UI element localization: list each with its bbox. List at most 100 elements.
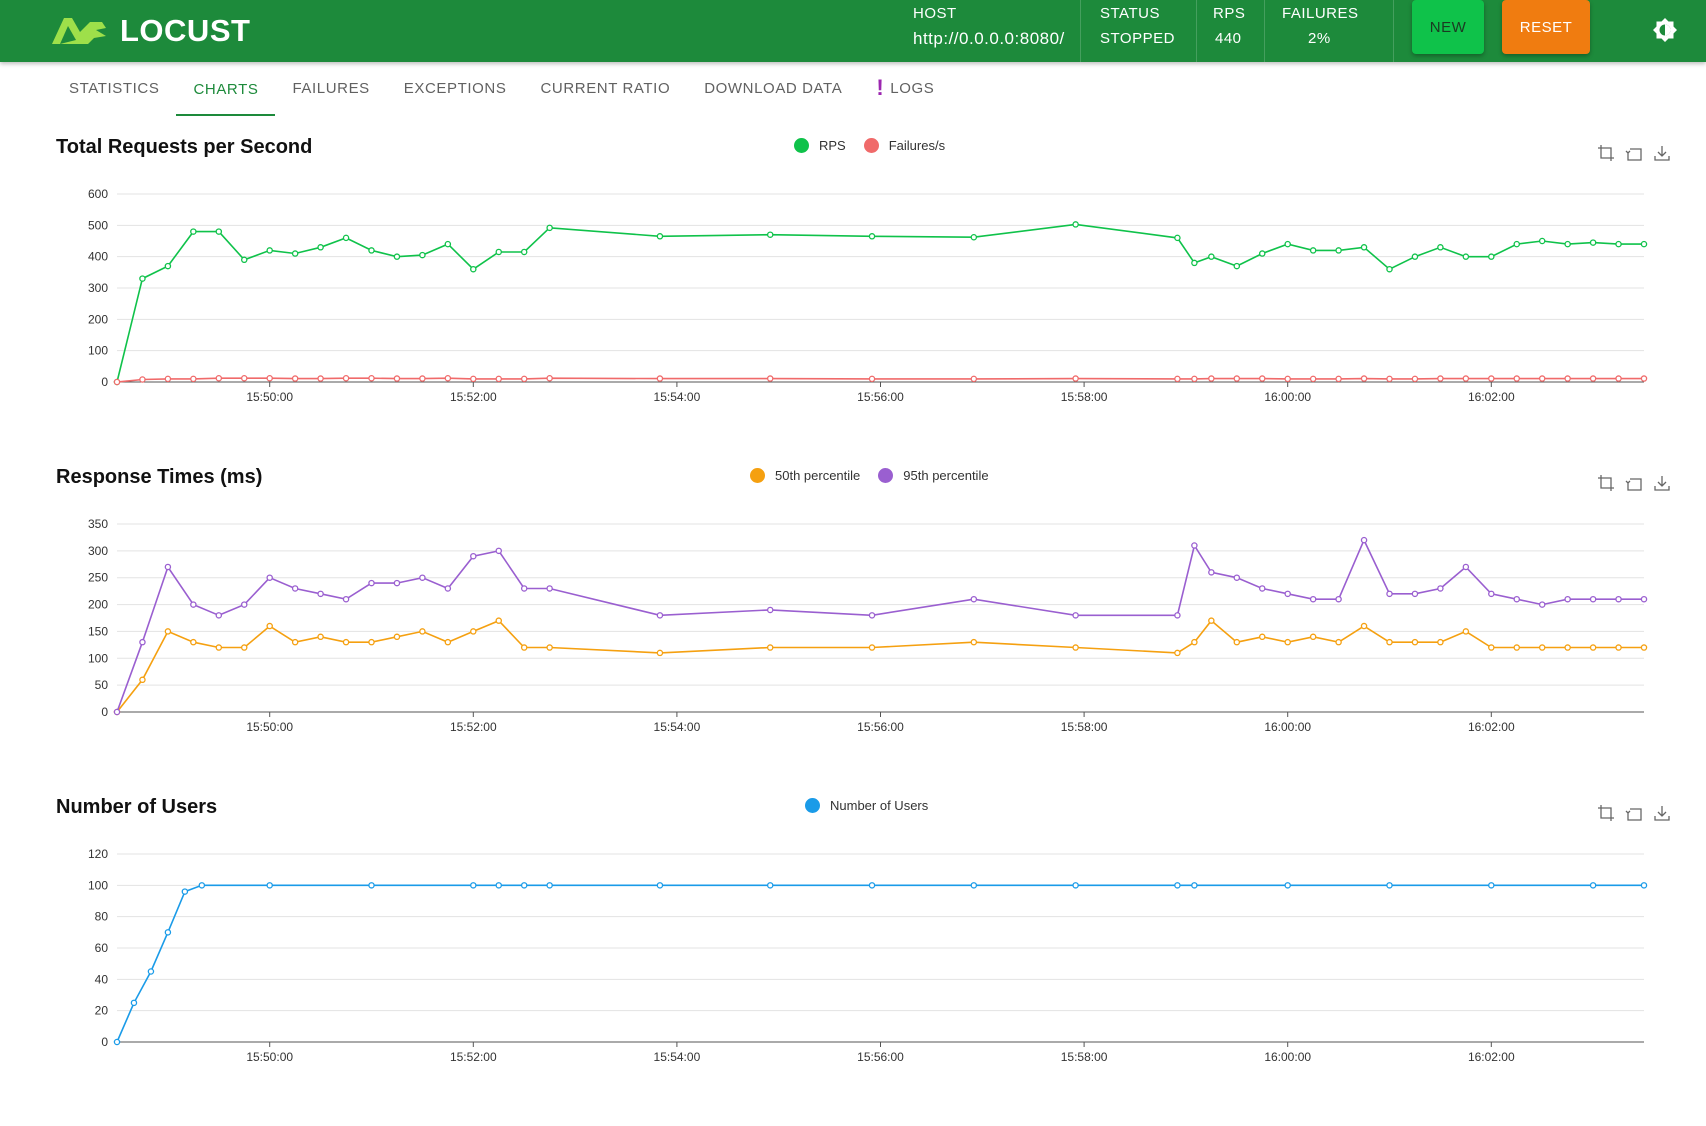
- users-line-chart[interactable]: 0 20 40 60 80 100 120 15:50:00 15:52:00 15:54:00 1…: [0, 836, 1706, 1126]
- data-point-number-of-users: [113, 1038, 121, 1046]
- data-point-95th-percentile: [1538, 601, 1546, 608]
- tab-exceptions[interactable]: EXCEPTIONS: [387, 62, 524, 114]
- data-point-50th-percentile: [1640, 644, 1648, 651]
- response-times-line-chart[interactable]: 0 50 100 150 200 250 300 350 15:50:00 15:52:00 15:…: [0, 506, 1706, 796]
- host-label: HOST: [913, 5, 957, 22]
- header-divider: [1393, 0, 1394, 62]
- legend-swatch: [794, 138, 809, 153]
- legend-item-p50[interactable]: 50th percentile: [750, 468, 860, 483]
- data-point-95th-percentile: [520, 585, 528, 592]
- series-line-95th-percentile: [116, 538, 1644, 713]
- data-point-95th-percentile: [970, 595, 978, 603]
- y-tick-label: 100: [88, 651, 108, 665]
- zoom-button[interactable]: [1592, 142, 1620, 164]
- zoom-button[interactable]: [1592, 802, 1620, 824]
- tab-statistics[interactable]: STATISTICS: [52, 62, 176, 114]
- x-tick-label: 16:00:00: [1264, 720, 1311, 734]
- x-tick-label: 15:52:00: [450, 1050, 497, 1064]
- chart-toolbox: [1592, 142, 1676, 164]
- zoom-reset-button[interactable]: [1620, 472, 1648, 494]
- save-image-button[interactable]: [1648, 802, 1676, 824]
- theme-toggle-button[interactable]: [1648, 13, 1682, 47]
- data-point-rps: [139, 275, 146, 282]
- data-point-failures-s: [1488, 375, 1495, 382]
- x-tick-label: 16:02:00: [1468, 720, 1515, 734]
- data-point-failures-s: [970, 375, 978, 383]
- tab-logs[interactable]: ! LOGS: [859, 62, 951, 114]
- data-point-failures-s: [419, 375, 426, 382]
- data-point-50th-percentile: [1538, 644, 1546, 651]
- tab-download-data[interactable]: DOWNLOAD DATA: [687, 62, 859, 114]
- failures-label: FAILURES: [1282, 5, 1359, 22]
- zoom-reset-button[interactable]: [1620, 142, 1648, 164]
- data-point-50th-percentile: [1411, 638, 1419, 646]
- logs-alert-icon: !: [876, 75, 885, 100]
- reset-stats-button[interactable]: RESET: [1502, 0, 1590, 54]
- data-point-rps: [342, 234, 350, 242]
- tab-charts[interactable]: CHARTS: [176, 62, 276, 116]
- legend-item-failures[interactable]: Failures/s: [863, 138, 945, 153]
- legend-item-users[interactable]: Number of Users: [805, 798, 928, 813]
- data-point-rps: [164, 262, 172, 270]
- new-test-button[interactable]: NEW: [1412, 0, 1484, 54]
- y-tick-label: 350: [88, 517, 108, 531]
- data-point-50th-percentile: [164, 628, 172, 635]
- legend-swatch: [878, 468, 894, 483]
- data-point-95th-percentile: [1259, 585, 1266, 592]
- data-point-number-of-users: [1174, 882, 1181, 889]
- save-image-button[interactable]: [1648, 142, 1676, 164]
- status-value: STOPPED: [1100, 30, 1175, 47]
- tab-failures[interactable]: FAILURES: [275, 62, 386, 114]
- data-point-number-of-users: [766, 882, 774, 889]
- data-point-rps: [1259, 250, 1266, 257]
- y-tick-label: 200: [88, 598, 108, 612]
- chart-legend: Number of Users: [805, 798, 946, 813]
- tab-current-ratio[interactable]: CURRENT RATIO: [523, 62, 687, 114]
- data-point-failures-s: [520, 375, 528, 383]
- data-point-failures-s: [190, 375, 197, 383]
- data-point-rps: [470, 265, 477, 273]
- save-image-button[interactable]: [1648, 472, 1676, 494]
- data-point-95th-percentile: [291, 585, 299, 592]
- legend-item-p95[interactable]: 95th percentile: [878, 468, 989, 483]
- data-point-failures-s: [113, 378, 121, 386]
- chart-title: Total Requests per Second: [56, 136, 313, 158]
- brightness-icon: [1653, 18, 1677, 42]
- data-point-50th-percentile: [444, 638, 452, 646]
- series-line-number-of-users: [116, 884, 1644, 1043]
- data-point-failures-s: [266, 374, 273, 382]
- header-divider: [1264, 0, 1265, 62]
- x-tick-label: 15:56:00: [857, 720, 904, 734]
- x-tick-label: 15:52:00: [450, 720, 497, 734]
- data-point-failures-s: [1615, 375, 1622, 382]
- data-point-failures-s: [1360, 375, 1368, 382]
- data-point-rps: [1309, 247, 1317, 254]
- data-point-95th-percentile: [1411, 590, 1419, 598]
- data-point-50th-percentile: [317, 633, 324, 641]
- chart-number-of-users: Number of Users Number of Users 0 20 40 60 8…: [0, 796, 1706, 1126]
- zoom-button[interactable]: [1592, 472, 1620, 494]
- x-tick-label: 15:54:00: [654, 1050, 701, 1064]
- y-tick-label: 400: [88, 250, 108, 264]
- data-point-failures-s: [1208, 375, 1215, 382]
- x-tick-label: 16:00:00: [1264, 390, 1311, 404]
- data-point-failures-s: [1284, 375, 1291, 383]
- tab-label: DOWNLOAD DATA: [704, 79, 843, 97]
- data-point-failures-s: [393, 375, 401, 382]
- legend-item-rps[interactable]: RPS: [794, 138, 846, 153]
- zoom-reset-button[interactable]: [1620, 802, 1648, 824]
- data-point-50th-percentile: [1462, 628, 1470, 635]
- data-point-failures-s: [546, 374, 553, 382]
- data-point-failures-s: [215, 374, 223, 382]
- data-point-number-of-users: [1589, 882, 1597, 889]
- data-point-number-of-users: [868, 882, 876, 889]
- data-point-failures-s: [656, 375, 664, 382]
- data-point-failures-s: [1259, 375, 1266, 382]
- data-point-95th-percentile: [1564, 595, 1571, 603]
- rps-line-chart[interactable]: 0 100 200 300 400 500 600 15:50:00 15:52:00 15:54…: [0, 176, 1706, 466]
- x-tick-label: 15:58:00: [1061, 390, 1108, 404]
- header-divider: [1196, 0, 1197, 62]
- locust-logo[interactable]: LOCUST: [50, 12, 250, 50]
- data-point-50th-percentile: [1589, 644, 1597, 651]
- data-point-50th-percentile: [546, 644, 553, 651]
